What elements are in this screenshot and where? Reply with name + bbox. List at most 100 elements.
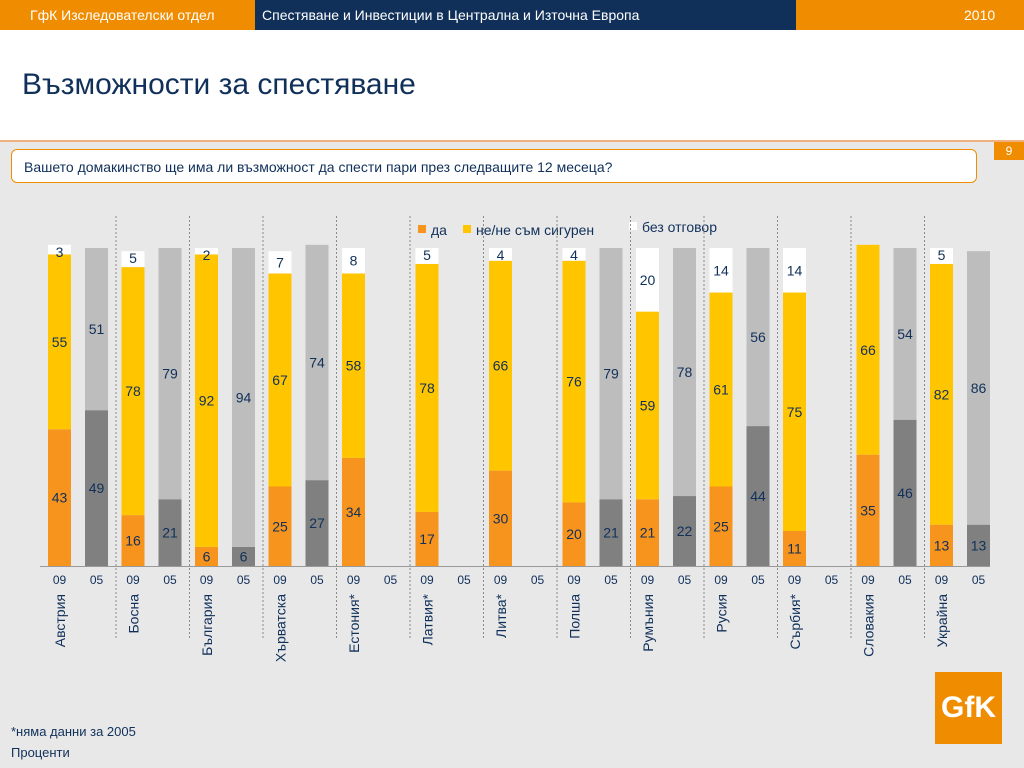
bar-09-seg-0: [121, 515, 145, 566]
bar-value-label: 92: [199, 393, 215, 409]
country-label: Украйна: [934, 594, 950, 648]
year-tick-label: 09: [420, 573, 434, 587]
bar-05-seg-0: [893, 419, 917, 566]
bar-05-seg-1: [85, 248, 108, 411]
country-label: Словакия: [861, 594, 877, 657]
bar-09-seg-2: [783, 248, 806, 293]
bar-09-seg-1: [121, 267, 145, 516]
year-tick-label: 09: [200, 573, 214, 587]
bar-09-seg-2: [342, 248, 365, 274]
bar-value-label: 55: [52, 334, 68, 350]
bar-value-label: 27: [309, 515, 325, 531]
bar-09-seg-1: [268, 273, 292, 487]
savings-chart: да не/не съм сигурен без отговор0943553054…: [40, 216, 990, 662]
bar-value-label: 58: [346, 358, 362, 374]
bar-09-seg-1: [415, 263, 439, 512]
gfk-logo: GfK: [935, 672, 1002, 744]
year-tick-label: 05: [90, 573, 104, 587]
bar-09-seg-2: [415, 248, 439, 264]
bar-value-label: 5: [129, 250, 137, 266]
bar-09-seg-2: [121, 251, 145, 268]
bar-value-label: 21: [640, 525, 656, 541]
bar-09-seg-0: [195, 546, 218, 566]
bar-value-label: 43: [52, 490, 68, 506]
bar-05-seg-0: [305, 480, 329, 566]
title-area: [0, 30, 1024, 140]
year-tick-label: 09: [347, 573, 361, 587]
bar-05-seg-0: [85, 410, 108, 566]
bar-value-label: 20: [640, 272, 656, 288]
bar-value-label: 17: [419, 531, 435, 547]
year-label: 2010: [964, 7, 996, 23]
footnote: *няма данни за 2005: [11, 724, 136, 739]
year-tick-label: 09: [641, 573, 655, 587]
bar-05-seg-1: [893, 248, 917, 420]
bar-09-seg-0: [636, 499, 659, 566]
bar-value-label: 54: [897, 326, 913, 342]
year-tick-label: 09: [273, 573, 287, 587]
legend-swatch: [629, 222, 637, 230]
year-tick-label: 05: [163, 573, 177, 587]
bar-09-seg-0: [930, 524, 953, 566]
bar-09-seg-0: [562, 502, 586, 566]
bar-value-label: 78: [419, 380, 435, 396]
year-tick-label: 05: [310, 573, 324, 587]
year-tick-label: 09: [494, 573, 508, 587]
bar-09-seg-1: [342, 273, 365, 458]
bar-05-seg-0: [599, 499, 623, 566]
bar-value-label: 22: [677, 523, 693, 539]
year-tick-label: 09: [788, 573, 802, 587]
country-label: Русия: [714, 594, 730, 633]
bar-value-label: 78: [677, 364, 693, 380]
country-label: Полша: [567, 594, 583, 639]
year-tick-label: 05: [751, 573, 765, 587]
country-label: Литва*: [493, 593, 509, 637]
legend-label: не/не съм сигурен: [476, 222, 594, 238]
year-tick-label: 05: [825, 573, 839, 587]
department-label: ГфК Изследователски отдел: [30, 7, 215, 23]
bar-value-label: 7: [276, 254, 284, 270]
bar-value-label: 11: [787, 541, 802, 557]
bar-value-label: 13: [971, 537, 987, 553]
question-box: Вашето домакинство ще има ли възможност …: [11, 149, 977, 183]
bar-value-label: 16: [125, 533, 141, 549]
bar-09-seg-0: [783, 531, 806, 566]
bar-value-label: 94: [236, 389, 252, 405]
bar-value-label: 21: [162, 525, 178, 541]
year-tick-label: 05: [604, 573, 618, 587]
bar-05-seg-1: [599, 248, 623, 500]
bar-09-seg-1: [636, 311, 659, 500]
country-label: Босна: [126, 594, 142, 634]
bar-value-label: 25: [713, 518, 729, 534]
bar-05-seg-1: [158, 248, 182, 500]
header-bar: ГфК Изследователски отдел Спестяване и И…: [0, 0, 1024, 30]
bar-value-label: 2: [203, 247, 211, 263]
country-label: Румъния: [640, 594, 656, 652]
bar-value-label: 30: [493, 510, 509, 526]
bar-05-seg-1: [746, 248, 770, 427]
bar-value-label: 8: [350, 253, 358, 269]
bar-value-label: 14: [713, 262, 729, 278]
year-tick-label: 05: [457, 573, 471, 587]
bar-09-seg-0: [342, 457, 365, 566]
bar-value-label: 25: [272, 518, 288, 534]
bar-value-label: 49: [89, 480, 105, 496]
year-tick-label: 05: [898, 573, 912, 587]
bar-value-label: 21: [603, 525, 619, 541]
bar-09-seg-1: [709, 292, 733, 487]
bar-09-seg-1: [856, 244, 880, 455]
bar-05-seg-0: [232, 546, 255, 566]
year-tick-label: 05: [384, 573, 398, 587]
bar-value-label: 67: [272, 372, 288, 388]
country-label: Латвия*: [420, 593, 436, 645]
bar-value-label: 66: [860, 342, 876, 358]
bar-09-seg-1: [783, 292, 806, 532]
country-label: Сърбия*: [787, 593, 803, 649]
bar-value-label: 5: [938, 247, 946, 263]
bar-09-seg-2: [562, 248, 586, 261]
bar-value-label: 79: [603, 366, 619, 382]
bar-value-label: 4: [497, 247, 505, 263]
year-tick-label: 05: [237, 573, 251, 587]
bar-value-label: 75: [787, 404, 803, 420]
bar-value-label: 78: [125, 383, 141, 399]
